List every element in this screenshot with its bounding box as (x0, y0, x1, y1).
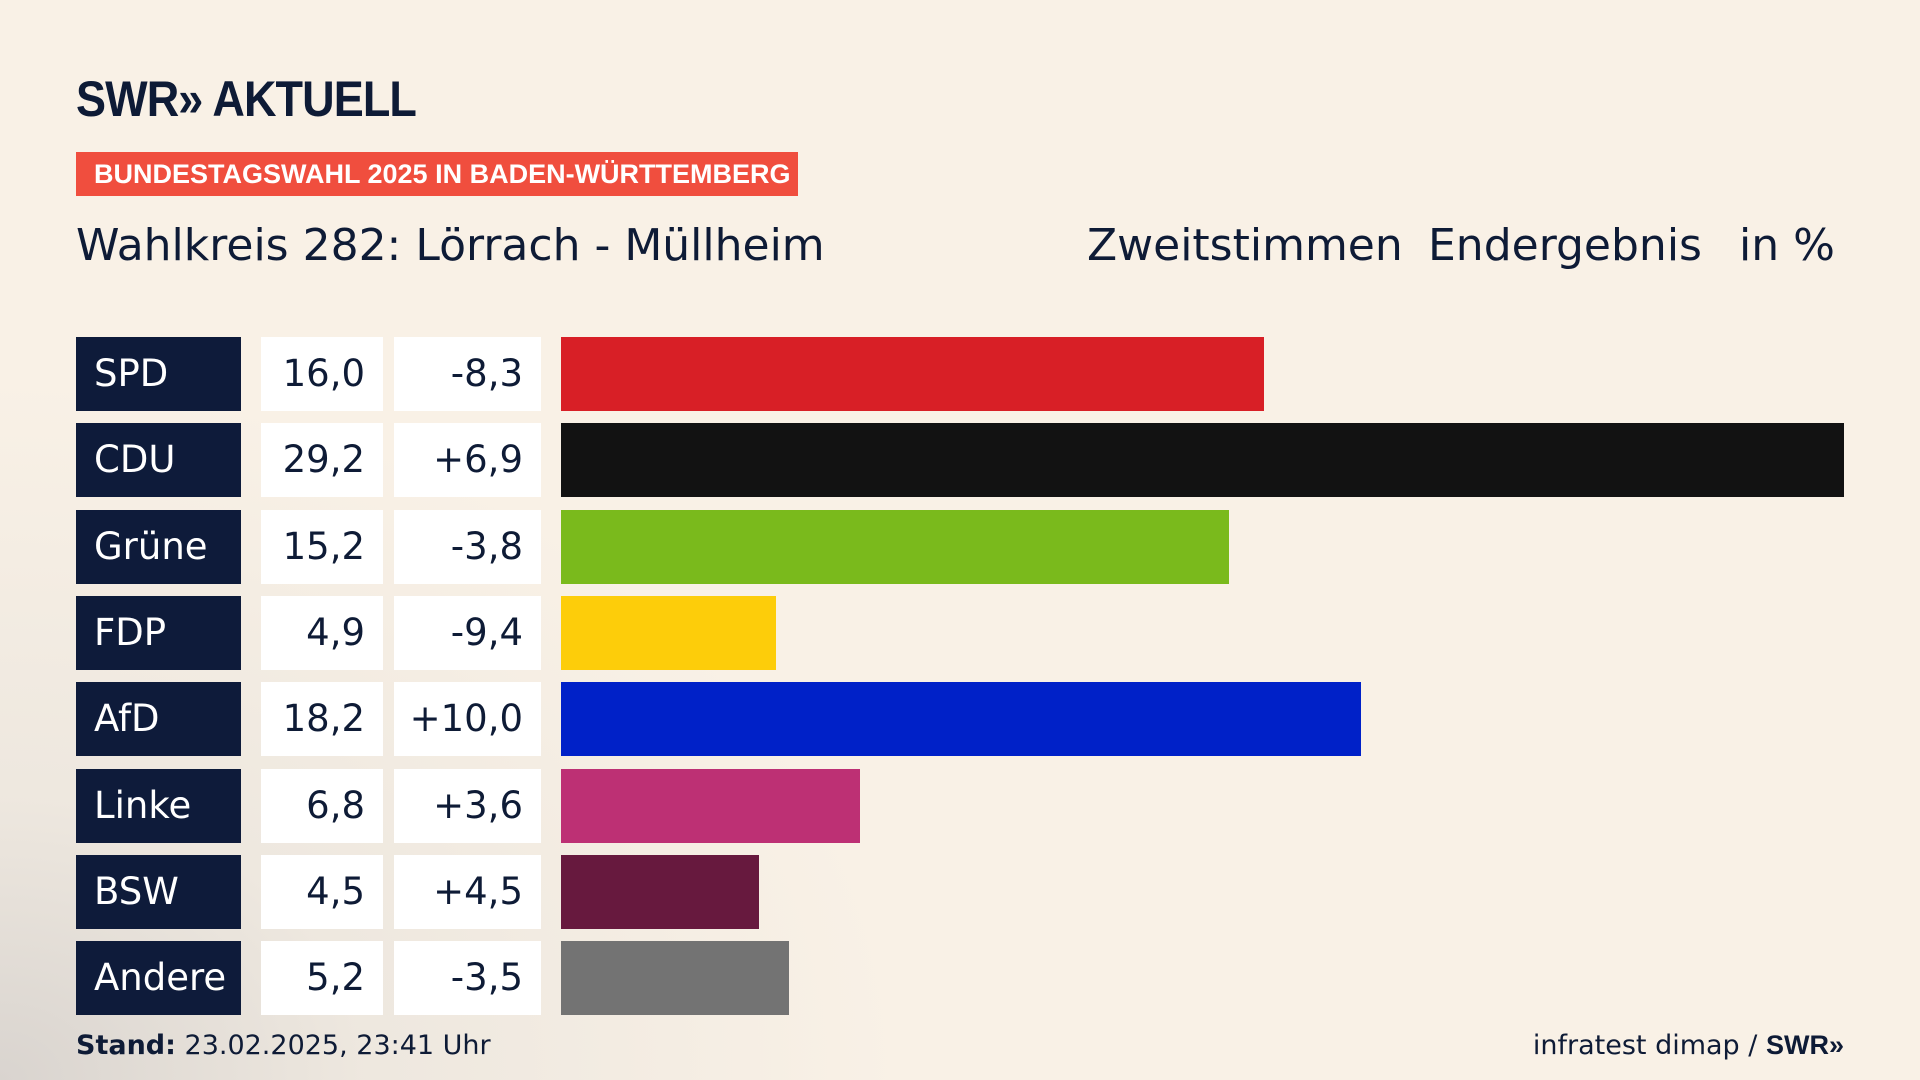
value-label: 4,5 (261, 854, 383, 929)
page-title: Wahlkreis 282: Lörrach - Müllheim (76, 220, 825, 271)
value-label: 6,8 (261, 768, 383, 843)
swr-aktuell-logo: SWR» AKTUELL (76, 71, 417, 127)
bar-spd (561, 337, 1264, 411)
source-text: infratest dimap / (1532, 1030, 1758, 1061)
diff-label: +4,5 (394, 854, 541, 929)
bar-fdp (561, 595, 777, 670)
party-label: FDP (76, 595, 241, 670)
value-label: 4,9 (261, 595, 383, 670)
diff-label: -3,8 (394, 509, 541, 584)
diff-label: -8,3 (394, 337, 541, 411)
party-label: Andere (76, 941, 241, 1016)
stand-value: 23.02.2025, 23:41 Uhr (184, 1030, 491, 1061)
diff-label: -3,5 (394, 941, 541, 1016)
swr-logo: SWR» (1765, 1030, 1844, 1060)
vote-type-label: Zweitstimmen (1087, 220, 1403, 271)
bar-grüne (561, 509, 1229, 584)
diff-label: -9,4 (394, 595, 541, 670)
value-label: 29,2 (261, 423, 383, 498)
unit-label: in % (1739, 220, 1835, 271)
value-label: 5,2 (261, 941, 383, 1016)
diff-label: +6,9 (394, 423, 541, 498)
diff-label: +3,6 (394, 768, 541, 843)
value-label: 16,0 (261, 337, 383, 411)
bar-andere (561, 941, 790, 1016)
election-banner: BUNDESTAGSWAHL 2025 IN BADEN-WÜRTTEMBERG (76, 152, 798, 196)
source: infratest dimap / SWR» (1533, 1030, 1844, 1061)
bar-cdu (561, 423, 1844, 498)
party-label: Linke (76, 768, 241, 843)
party-label: BSW (76, 854, 241, 929)
value-label: 15,2 (261, 509, 383, 584)
party-label: CDU (76, 423, 241, 498)
party-label: SPD (76, 337, 241, 411)
party-label: AfD (76, 682, 241, 757)
value-label: 18,2 (261, 682, 383, 757)
diff-label: +10,0 (394, 682, 541, 757)
bar-afd (561, 682, 1361, 757)
stand-label: Stand: (76, 1030, 176, 1061)
party-label: Grüne (76, 509, 241, 584)
result-status-label: Endergebnis (1428, 220, 1702, 271)
timestamp: Stand: 23.02.2025, 23:41 Uhr (76, 1030, 491, 1061)
bar-linke (561, 768, 860, 843)
bar-bsw (561, 854, 759, 929)
